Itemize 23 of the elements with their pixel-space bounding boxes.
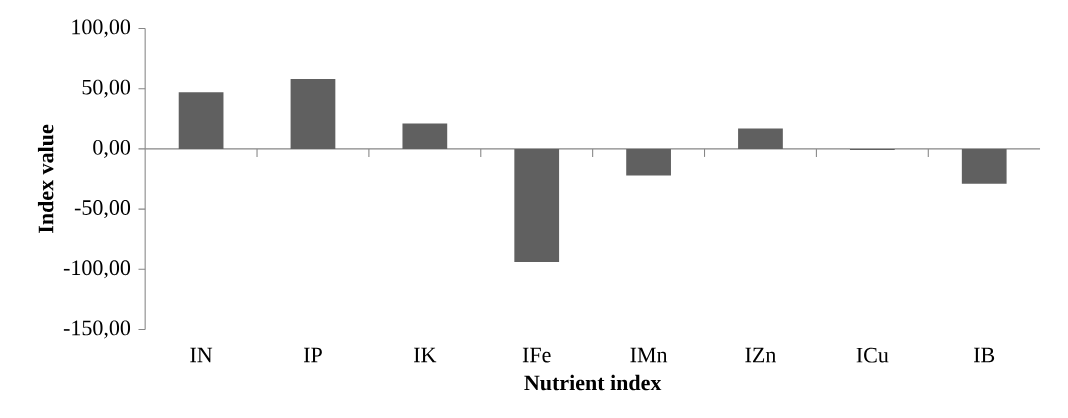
bar (626, 148, 671, 176)
bar (402, 123, 448, 149)
x-tick-label: IZn (745, 347, 777, 363)
bar (290, 79, 336, 149)
x-tick-label: ICu (856, 347, 889, 363)
y-tick-label: 0,00 (93, 139, 131, 158)
y-axis-title: Index value (37, 124, 54, 233)
x-tick-label: IFe (522, 347, 551, 363)
y-tick-label: -100,00 (63, 260, 131, 279)
bar (961, 148, 1007, 184)
y-tick-label: 50,00 (82, 79, 131, 98)
x-tick-label: IN (190, 347, 213, 363)
x-tick-label: IP (303, 347, 322, 363)
x-tick-label: IB (974, 347, 995, 363)
y-tick-label: -150,00 (63, 320, 131, 339)
bar (738, 128, 783, 149)
x-tick-label: IMn (630, 347, 668, 363)
bar (514, 148, 560, 263)
x-axis-title: Nutrient index (524, 374, 662, 391)
y-tick-label: 100,00 (72, 19, 131, 38)
y-tick-label: -50,00 (74, 200, 131, 219)
x-tick-label: IK (414, 347, 437, 363)
bar (178, 92, 224, 149)
